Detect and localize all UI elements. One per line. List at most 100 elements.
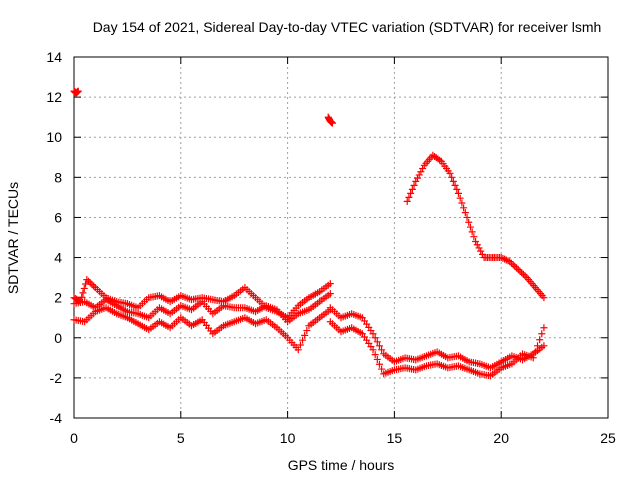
data-point <box>303 327 311 335</box>
data-point <box>299 336 307 344</box>
y-tick-label: 10 <box>46 129 62 145</box>
y-tick-label: 12 <box>46 89 62 105</box>
y-tick-label: 4 <box>54 250 62 266</box>
data-point <box>540 294 548 302</box>
data-point <box>405 193 413 201</box>
plot-frame <box>73 56 609 419</box>
data-point <box>501 255 509 263</box>
data-point <box>538 330 546 338</box>
data-point <box>516 267 524 275</box>
data-point <box>417 168 425 176</box>
data-point <box>453 185 461 193</box>
data-point <box>369 346 377 354</box>
data-point <box>90 282 98 290</box>
y-axis-label: SDTVAR / TECUs <box>5 182 21 294</box>
data-point <box>407 189 415 197</box>
data-point <box>415 171 423 179</box>
data-point <box>454 189 462 197</box>
data-point <box>460 204 468 212</box>
data-point <box>413 174 421 182</box>
data-point <box>470 233 478 241</box>
y-tick-label: -2 <box>50 370 63 386</box>
data-point <box>446 169 454 177</box>
data-point <box>531 348 539 356</box>
data-point <box>403 197 411 205</box>
data-point <box>519 270 527 278</box>
data-point <box>408 185 416 193</box>
data-point <box>521 272 529 280</box>
x-axis-label: GPS time / hours <box>288 457 395 473</box>
x-tick-label: 10 <box>280 430 296 446</box>
data-point <box>78 293 86 301</box>
data-point <box>529 354 537 362</box>
data-point <box>371 334 379 342</box>
data-point <box>472 238 480 246</box>
tick-labels: 0 5 10 15 20 25 -4 -2 0 2 4 6 8 10 12 14 <box>46 49 616 446</box>
axis-ticks <box>73 56 609 419</box>
data-point <box>466 223 474 231</box>
x-tick-label: 25 <box>600 430 616 446</box>
y-tick-label: 0 <box>54 330 62 346</box>
data-point <box>373 355 381 363</box>
y-tick-label: 8 <box>54 169 62 185</box>
data-point <box>477 247 485 255</box>
x-tick-label: 15 <box>387 430 403 446</box>
data-point <box>74 87 82 95</box>
y-tick-label: 14 <box>46 49 62 65</box>
data-point <box>296 341 304 349</box>
x-tick-label: 20 <box>493 430 509 446</box>
data-point <box>375 342 383 350</box>
x-tick-label: 0 <box>70 430 78 446</box>
data-point <box>419 165 427 173</box>
data-point <box>506 258 514 266</box>
data-point <box>473 241 481 249</box>
data-point <box>378 346 386 354</box>
y-tick-label: -4 <box>50 410 63 426</box>
data-point <box>540 324 548 332</box>
data-point <box>458 199 466 207</box>
data-point <box>86 279 94 287</box>
data-point <box>410 181 418 189</box>
data-point <box>540 342 548 350</box>
y-tick-label: 6 <box>54 209 62 225</box>
data-point <box>468 228 476 236</box>
data-point <box>436 156 444 164</box>
y-tick-label: 2 <box>54 290 62 306</box>
data-point <box>451 181 459 189</box>
data-point <box>507 259 515 267</box>
data-point <box>514 266 522 274</box>
data-point <box>373 338 381 346</box>
data-point <box>326 290 334 298</box>
data-point <box>375 360 383 368</box>
chart-title: Day 154 of 2021, Sidereal Day-to-day VTE… <box>93 19 602 35</box>
data-point <box>85 277 93 285</box>
data-point <box>456 194 464 202</box>
data-point <box>463 213 471 221</box>
data-point <box>502 256 510 264</box>
data-point <box>369 330 377 338</box>
data-point <box>301 331 309 339</box>
data-point <box>412 177 420 185</box>
data-point <box>79 289 87 297</box>
data-point <box>461 209 469 217</box>
data-point <box>475 244 483 252</box>
data-point <box>378 365 386 373</box>
data-point <box>465 218 473 226</box>
data-point <box>509 261 517 269</box>
data-point <box>499 254 507 262</box>
data-point <box>83 276 91 284</box>
data-point <box>294 346 302 354</box>
data-point <box>518 269 526 277</box>
grid <box>74 57 608 418</box>
data-point <box>497 254 505 262</box>
data-point <box>80 284 88 292</box>
data-point <box>449 177 457 185</box>
data-point <box>513 264 521 272</box>
data-point <box>511 262 519 270</box>
data-point <box>536 336 544 344</box>
data-point <box>534 342 542 350</box>
data-point <box>478 250 486 258</box>
x-tick-label: 5 <box>177 430 185 446</box>
data-point <box>371 351 379 359</box>
